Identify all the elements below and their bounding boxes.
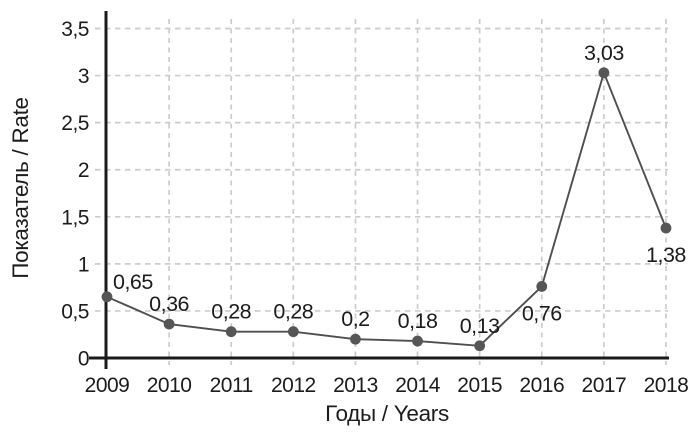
data-point: [101, 291, 113, 303]
y-axis-tick-label: 3: [78, 65, 89, 88]
x-axis-tick-label: 2015: [457, 374, 502, 397]
x-axis-title: Годы / Years: [325, 401, 449, 426]
data-point: [225, 326, 237, 338]
y-axis-tick-label: 0: [78, 348, 89, 371]
data-point: [598, 67, 610, 79]
x-axis-tick-label: 2017: [582, 374, 627, 397]
y-axis-tick-label: 1,5: [61, 206, 89, 229]
x-axis-tick-label: 2013: [333, 374, 378, 397]
y-axis-tick-label: 1: [78, 253, 89, 276]
data-point: [536, 281, 548, 292]
data-label: 0,13: [460, 314, 500, 338]
data-label: 0,2: [341, 307, 369, 331]
x-axis-tick-label: 2011: [210, 374, 253, 397]
x-axis-tick-label: 2016: [519, 374, 564, 397]
data-label: 1,38: [646, 243, 686, 267]
data-point: [350, 333, 361, 345]
data-label: 0,28: [273, 300, 313, 324]
x-axis-tick-label: 2012: [271, 374, 316, 397]
data-point: [287, 326, 299, 338]
x-axis-tick-label: 2010: [147, 374, 192, 397]
x-axis-tick-label: 2018: [644, 374, 689, 397]
y-axis-tick-label: 0,5: [61, 300, 89, 323]
series-line: [106, 69, 667, 347]
data-label: 0,36: [149, 292, 189, 316]
data-point: [660, 222, 672, 234]
data-point: [163, 318, 175, 330]
y-axis-tick-label: 3,5: [61, 18, 89, 41]
data-label: 3,03: [584, 41, 624, 65]
x-axis-tick-label: 2009: [85, 374, 130, 397]
data-label: 0,18: [398, 309, 438, 333]
y-axis-title: Показатель / Rate: [8, 97, 33, 278]
y-axis-tick-label: 2: [78, 159, 89, 182]
x-axis-tick-label: 2014: [395, 374, 441, 397]
data-label: 0,76: [522, 301, 562, 325]
data-label: 0,28: [211, 300, 251, 324]
data-label: 0,65: [113, 270, 153, 294]
data-point: [474, 340, 486, 352]
data-point: [412, 335, 423, 347]
y-axis-tick-label: 2,5: [61, 112, 89, 135]
